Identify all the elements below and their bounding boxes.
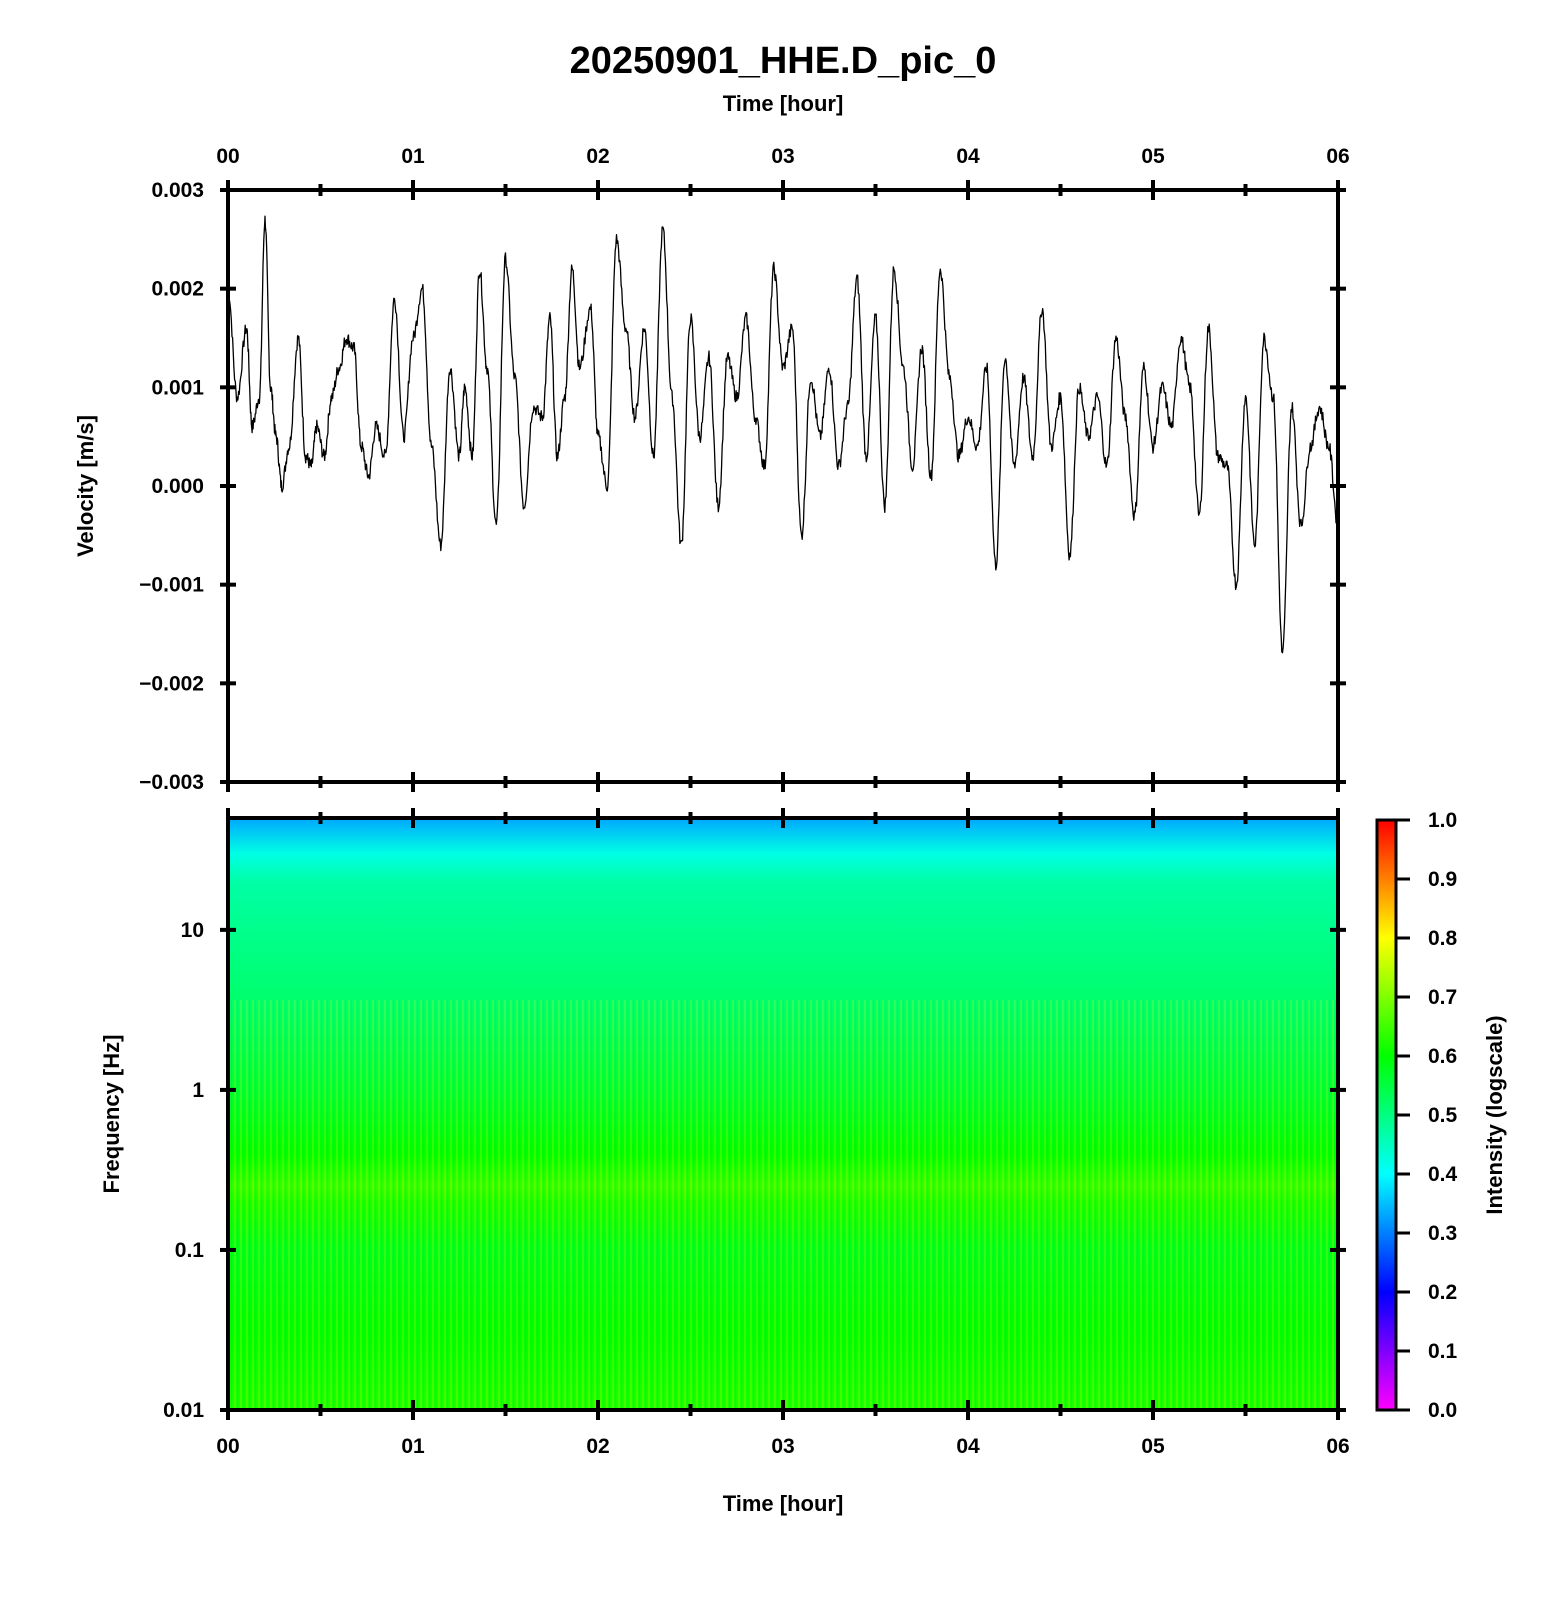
colorbar-label: Intensity (logscale) (1482, 1015, 1507, 1214)
colorbar: 1.0 0.9 0.8 0.7 0.6 0.5 0.4 0.3 0.2 0.1 0.0 Intens… (1375, 809, 1507, 1422)
top-x-tick-label: 06 (1326, 145, 1349, 168)
velocity-plot: 00 01 02 03 04 05 06 0.003 0.002 0.001 0.000 −0.001… (73, 145, 1350, 794)
bottom-x-tick-label: 05 (1141, 1435, 1165, 1458)
velocity-y-tick-label: 0.003 (151, 179, 204, 202)
bottom-x-tick-label: 03 (771, 1435, 794, 1458)
frequency-y-tick-label: 1 (192, 1079, 204, 1102)
bottom-x-tick-label: 00 (216, 1435, 239, 1458)
bottom-x-axis-label: Time [hour] (723, 1491, 844, 1516)
spectrogram-texture (228, 1000, 1338, 1410)
velocity-plot-frame (226, 188, 1340, 784)
top-x-tick-label: 00 (216, 145, 239, 168)
frequency-y-axis-label: Frequency [Hz] (99, 1035, 124, 1194)
bottom-x-tick-label: 01 (401, 1435, 425, 1458)
top-x-axis-label: Time [hour] (723, 91, 844, 116)
top-x-tick-label: 01 (401, 145, 425, 168)
velocity-y-tick-label: 0.002 (151, 278, 204, 301)
colorbar-tick-label: 0.1 (1428, 1340, 1458, 1363)
frequency-y-tick-label: 10 (181, 919, 204, 942)
top-x-tick-label: 02 (586, 145, 609, 168)
velocity-y-tick-label: 0.000 (151, 475, 204, 498)
velocity-y-axis-label: Velocity [m/s] (73, 415, 98, 557)
colorbar-scale (1375, 818, 1398, 1412)
frequency-y-tick-label: 0.01 (163, 1399, 204, 1422)
colorbar-tick-label: 0.2 (1428, 1281, 1457, 1304)
velocity-y-tick-label: −0.002 (139, 672, 204, 695)
colorbar-tick-label: 0.6 (1428, 1045, 1457, 1068)
colorbar-tick-label: 0.0 (1428, 1399, 1457, 1422)
bottom-x-tick-label: 02 (586, 1435, 609, 1458)
colorbar-tick-label: 0.9 (1428, 868, 1457, 891)
chart-title: 20250901_HHE.D_pic_0 (570, 40, 997, 82)
velocity-y-tick-label: 0.001 (151, 376, 204, 399)
colorbar-tick-label: 0.3 (1428, 1222, 1457, 1245)
colorbar-tick-label: 0.4 (1428, 1163, 1458, 1186)
velocity-series-line (228, 215, 1338, 654)
colorbar-tick-label: 0.5 (1428, 1104, 1458, 1127)
colorbar-tick-label: 1.0 (1428, 809, 1457, 832)
velocity-plot-ticks: 00 01 02 03 04 05 06 0.003 0.002 0.001 0.000 −0.001… (139, 145, 1350, 794)
frequency-y-tick-label: 0.1 (175, 1239, 205, 1262)
velocity-y-tick-label: −0.001 (139, 574, 204, 597)
top-x-tick-label: 05 (1141, 145, 1165, 168)
colorbar-ticks: 1.0 0.9 0.8 0.7 0.6 0.5 0.4 0.3 0.2 0.1 0.0 (1396, 809, 1458, 1422)
bottom-x-tick-label: 06 (1326, 1435, 1349, 1458)
colorbar-tick-label: 0.7 (1428, 986, 1457, 1009)
colorbar-tick-label: 0.8 (1428, 927, 1458, 950)
spectrogram-plot-ticks: 00 01 02 03 04 05 06 10 1 0.1 0.01 (163, 808, 1350, 1458)
top-x-tick-label: 04 (956, 145, 980, 168)
velocity-y-tick-label: −0.003 (139, 771, 204, 794)
top-x-tick-label: 03 (771, 145, 794, 168)
bottom-x-tick-label: 04 (956, 1435, 980, 1458)
